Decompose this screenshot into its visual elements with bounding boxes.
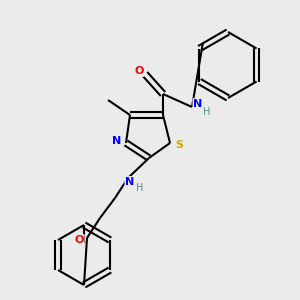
Text: H: H	[203, 107, 211, 117]
Text: N: N	[112, 136, 122, 146]
Text: S: S	[175, 140, 183, 150]
Text: H: H	[136, 183, 144, 193]
Text: O: O	[74, 235, 84, 245]
Text: O: O	[134, 66, 144, 76]
Text: N: N	[194, 99, 202, 109]
Text: N: N	[125, 177, 135, 187]
